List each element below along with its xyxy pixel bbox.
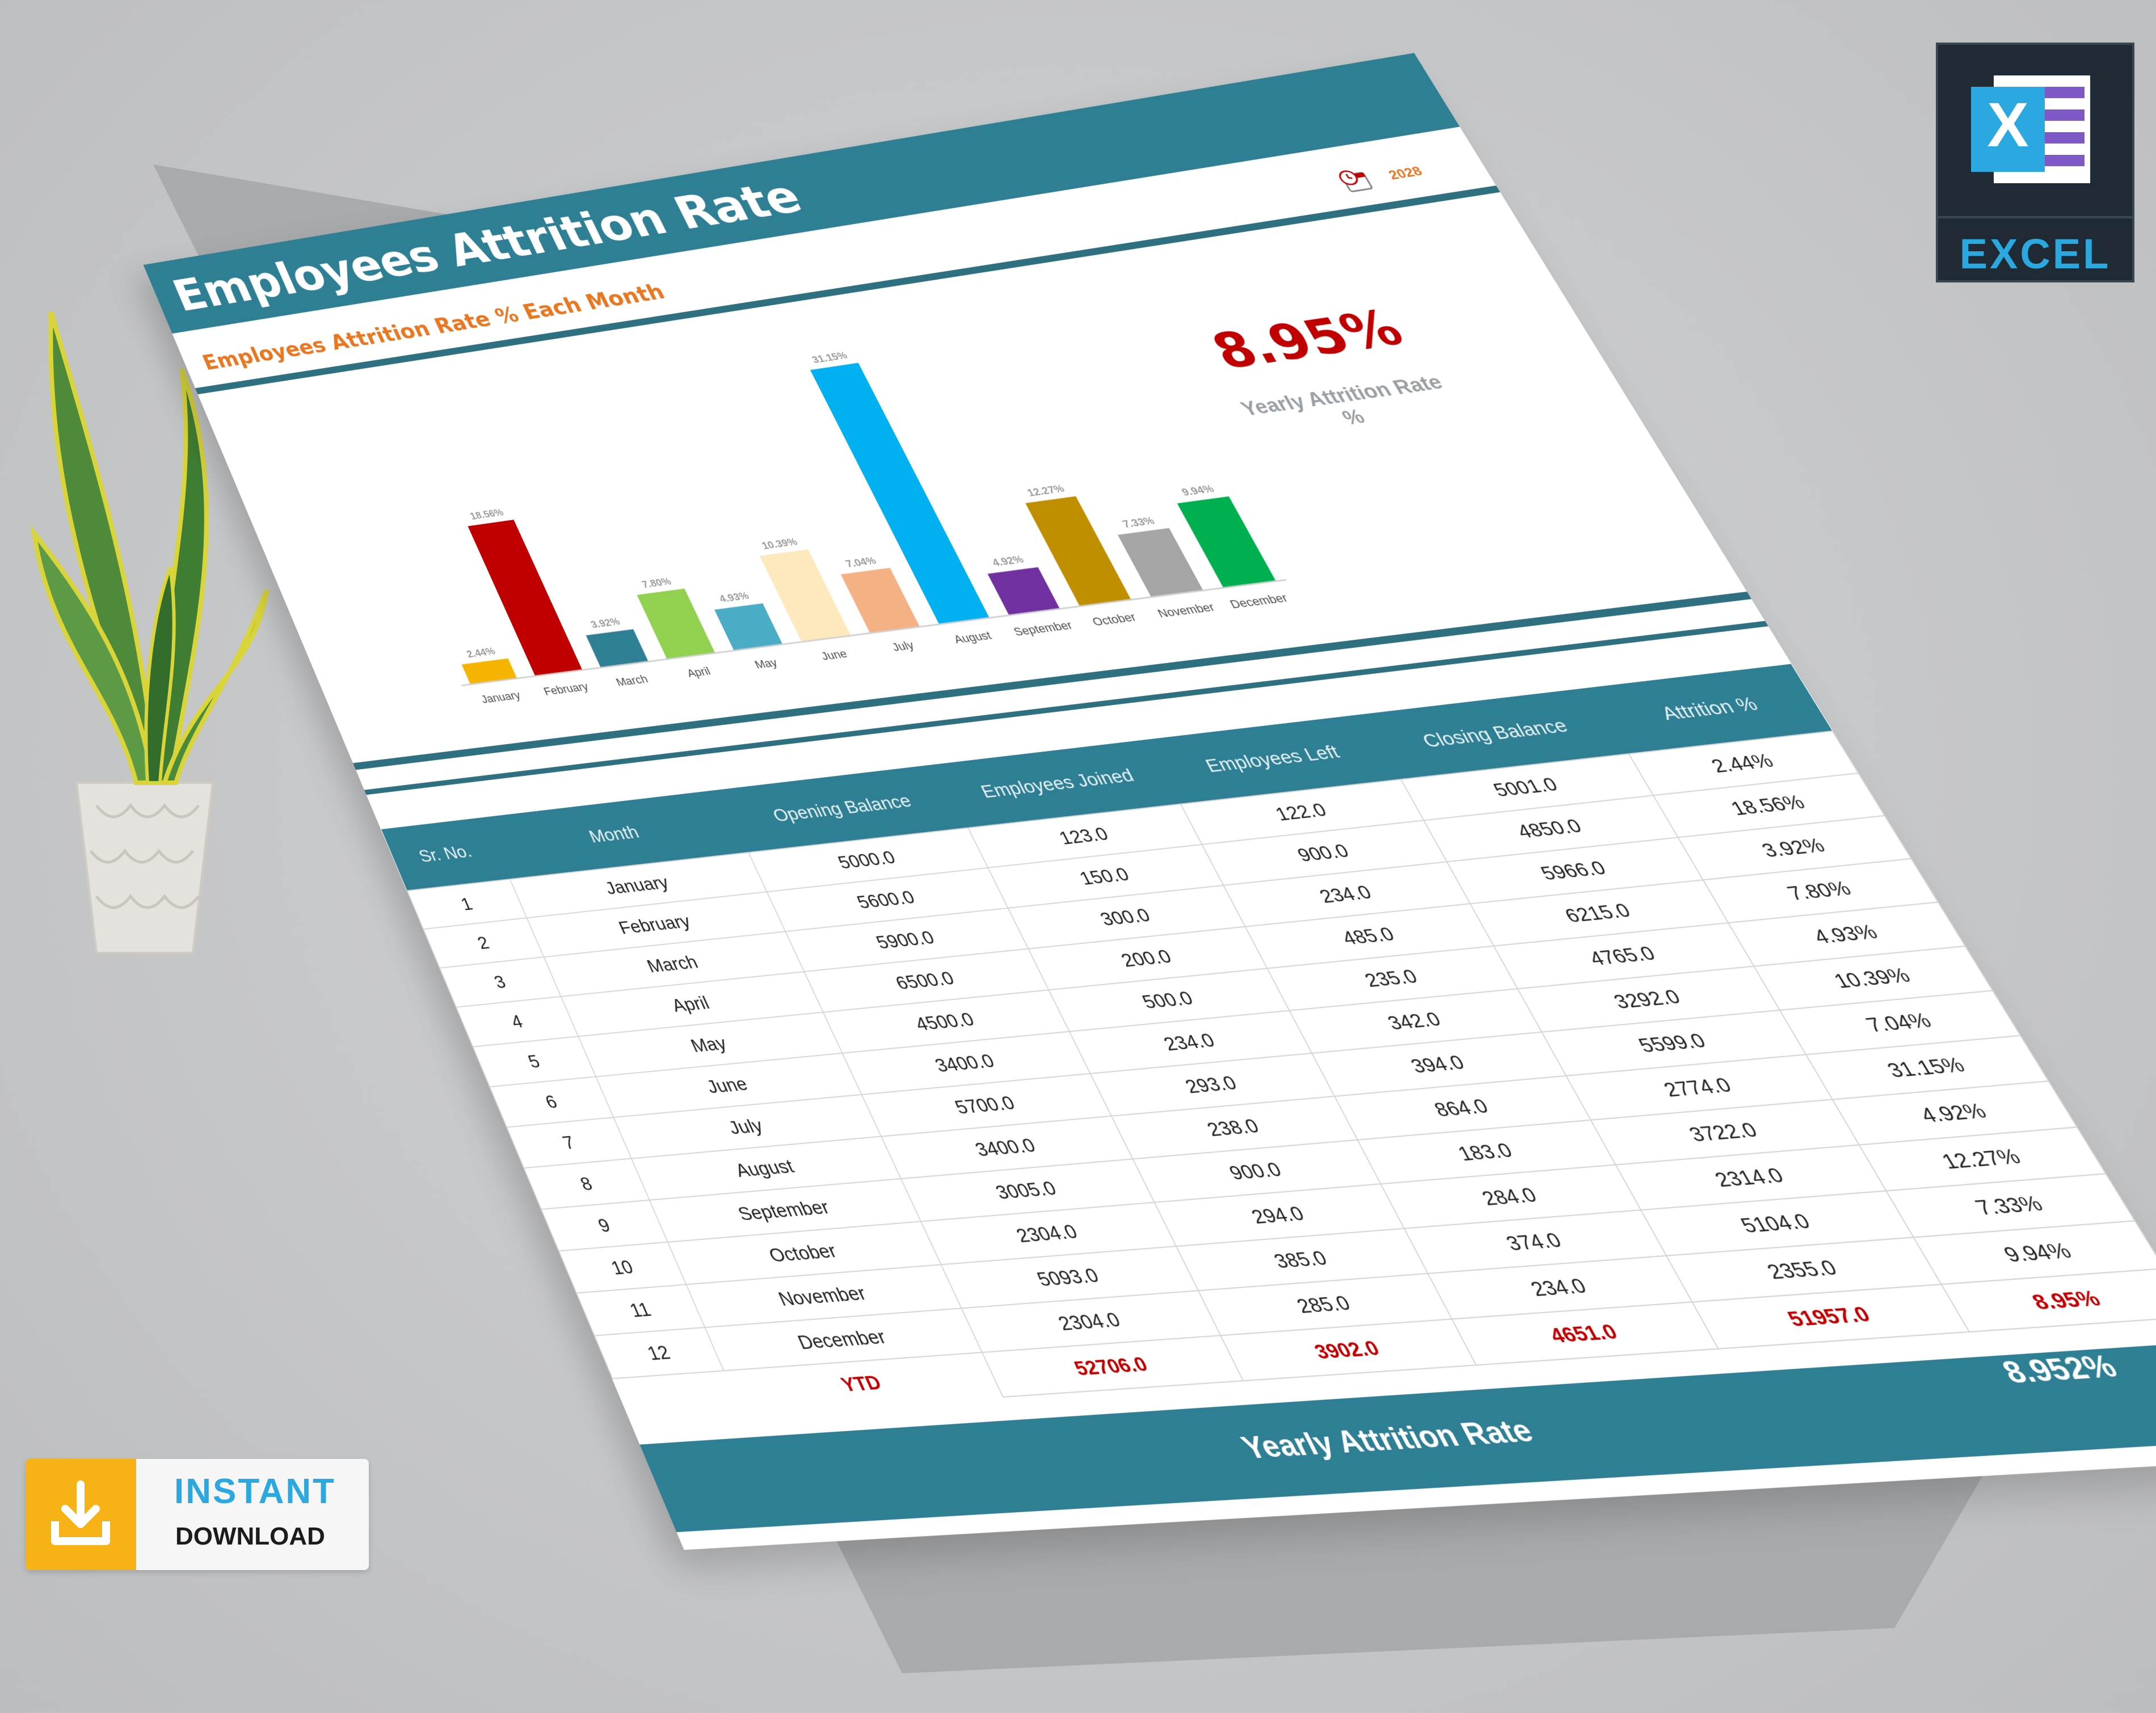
x-tick-label: January [479,689,523,706]
attrition-sheet: Employees Attrition Rate Employees Attri… [144,53,2156,1550]
year-selector[interactable]: 2028 [1333,157,1429,196]
excel-letter: X [1987,90,2028,160]
footer-label: Yearly Attrition Rate [1236,1412,1540,1466]
x-tick-label: May [752,656,780,671]
instant-label: INSTANT [174,1471,336,1512]
year-value: 2028 [1385,163,1425,183]
calendar-clock-icon [1333,165,1379,196]
bar-value-label: 7.04% [844,555,878,569]
excel-label: EXCEL [1938,216,2132,278]
bar-value-label: 2.44% [465,645,497,660]
download-icon [26,1459,136,1570]
cell-sr-no[interactable]: 11 [576,1285,705,1336]
bar-value-label: 7.33% [1121,515,1157,530]
bar-august [810,363,989,625]
x-tick-label: February [541,680,590,698]
bar-september [988,567,1060,615]
bar-value-label: 3.92% [589,617,622,631]
sheet-title: Employees Attrition Rate [166,171,810,322]
x-tick-label: August [951,628,994,645]
x-tick-label: October [1090,610,1139,628]
bar-november [1118,528,1203,597]
bar-value-label: 10.39% [760,536,799,551]
bar-may [714,604,782,651]
bar-value-label: 4.93% [718,590,752,605]
bar-value-label: 7.80% [640,576,673,590]
x-tick-label: April [685,664,713,680]
x-tick-label: June [819,647,849,663]
footer-value: 8.952% [1995,1349,2124,1391]
bar-value-label: 18.56% [469,507,506,522]
excel-icon: X [1971,64,2102,195]
x-tick-label: November [1155,600,1217,620]
x-tick-label: December [1227,591,1290,611]
bar-value-label: 12.27% [1025,483,1067,499]
x-tick-label: March [614,672,650,689]
download-label: DOWNLOAD [175,1522,325,1551]
instant-download-badge[interactable]: INSTANT DOWNLOAD [26,1459,369,1570]
ytd-blank [613,1371,743,1423]
x-tick-label: July [890,639,916,654]
download-box [26,1459,136,1570]
attrition-table: Sr. No. Month Opening Balance Employees … [381,664,2156,1423]
bar-value-label: 9.94% [1180,483,1216,499]
bar-april [637,589,715,660]
bar-march [586,629,649,668]
cell-sr-no[interactable]: 12 [595,1327,724,1378]
bar-july [841,568,920,633]
bar-value-label: 4.92% [991,554,1026,569]
bar-value-label: 31.15% [810,351,849,366]
bar-january [462,659,517,685]
x-tick-label: September [1011,618,1075,638]
excel-logo: X EXCEL [1936,43,2134,282]
